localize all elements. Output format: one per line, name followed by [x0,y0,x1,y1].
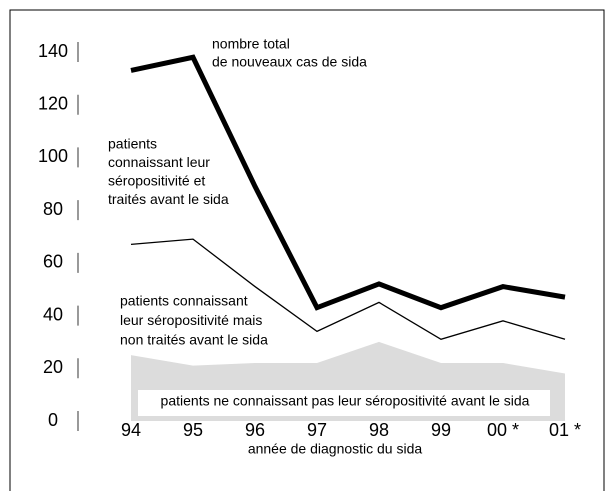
line [130,54,566,311]
annotation: patients [108,136,157,152]
annotation: de nouveaux cas de sida [212,54,367,70]
label-box [138,390,550,416]
y-tick-label: 60 [43,252,63,272]
annotation: patients ne connaissant pas leur séropos… [161,393,530,409]
x-axis-label: année de diagnostic du sida [248,441,423,457]
annotation: patients connaissant [120,293,248,309]
x-tick-label: 95 [183,420,203,440]
x-tick-label: 00 * [487,420,519,440]
y-tick-label: 40 [43,304,63,324]
annotation: nombre total [212,36,290,52]
y-tick-label: 80 [43,199,63,219]
annotation: connaissant leur [108,154,210,170]
y-tick-label: 100 [38,146,68,166]
y-tick-label: 120 [38,93,68,113]
x-tick-label: 99 [431,420,451,440]
y-tick-label: 0 [48,410,58,430]
y-tick-label: 20 [43,357,63,377]
y-tick-label: 140 [38,41,68,61]
x-tick-label: 96 [245,420,265,440]
annotation: traités avant le sida [108,191,229,207]
annotation: séropositivité et [108,173,205,189]
x-tick-label: 94 [121,420,141,440]
annotation: leur séropositivité mais [120,312,262,328]
x-tick-label: 97 [307,420,327,440]
annotation: non traités avant le sida [120,332,268,348]
x-tick-label: 01 * [549,420,581,440]
line [130,238,566,340]
frame [9,9,605,491]
x-tick-label: 98 [369,420,389,440]
